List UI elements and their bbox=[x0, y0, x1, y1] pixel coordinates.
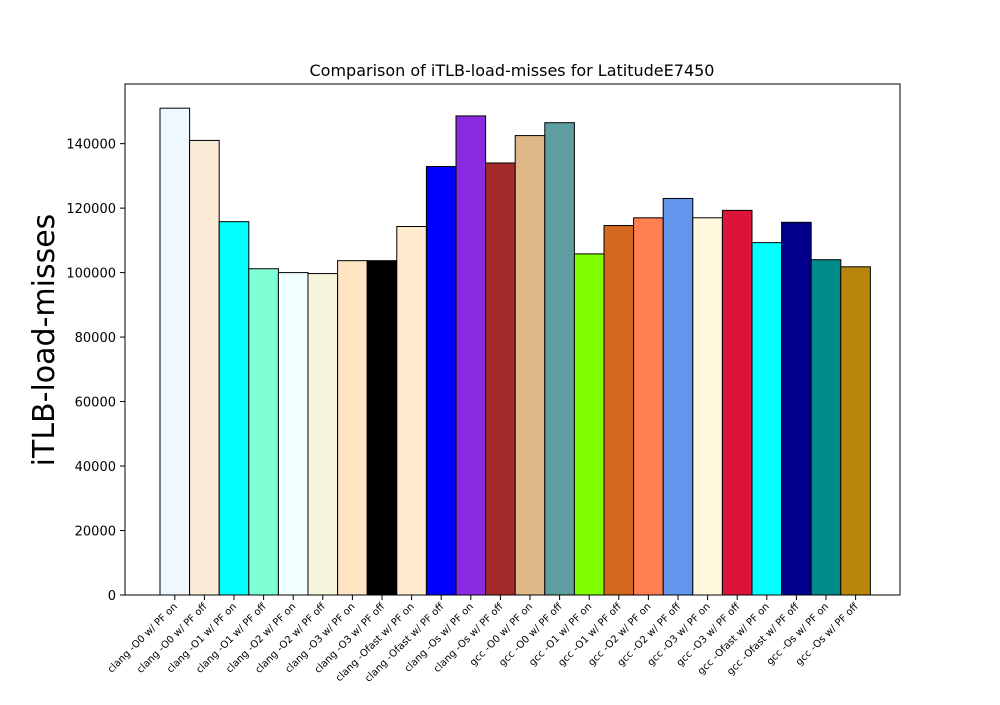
bar-18 bbox=[662, 197, 694, 596]
bar-5 bbox=[277, 272, 309, 596]
bars-group bbox=[159, 107, 871, 596]
bar-19 bbox=[692, 217, 723, 596]
bar-4 bbox=[248, 268, 279, 596]
bar-12 bbox=[485, 162, 516, 596]
bar-23 bbox=[810, 259, 842, 596]
bar-13 bbox=[514, 135, 546, 596]
bar-10 bbox=[425, 166, 457, 596]
y-tick-label: 20000 bbox=[75, 525, 116, 540]
bar-22 bbox=[781, 221, 812, 596]
bar-6 bbox=[307, 273, 339, 596]
bar-2 bbox=[189, 139, 220, 596]
bar-21 bbox=[751, 242, 783, 596]
bar-11 bbox=[455, 115, 487, 596]
y-tick-label: 140000 bbox=[66, 138, 116, 153]
bar-17 bbox=[633, 217, 664, 596]
y-tick-label: 60000 bbox=[75, 396, 116, 411]
bar-8 bbox=[366, 260, 398, 596]
chart-title: Comparison of iTLB-load-misses for Latit… bbox=[310, 61, 715, 80]
bar-9 bbox=[396, 225, 427, 596]
bar-15 bbox=[573, 253, 605, 596]
y-axis: 0 20000 40000 60000 80000 100000 120000 140000 bbox=[66, 138, 125, 604]
y-tick-label: 0 bbox=[108, 589, 116, 604]
bar-24 bbox=[840, 266, 871, 596]
y-tick-label: 80000 bbox=[75, 331, 116, 346]
y-tick-label: 40000 bbox=[75, 460, 116, 475]
bar-20 bbox=[721, 209, 753, 596]
bar-1 bbox=[159, 107, 191, 596]
plot-frame bbox=[124, 83, 901, 596]
y-tick-label: 100000 bbox=[66, 267, 116, 282]
bar-7 bbox=[337, 260, 368, 596]
y-axis-label: iTLB-load-misses bbox=[27, 214, 62, 467]
bar-3 bbox=[218, 221, 250, 596]
y-tick-label: 120000 bbox=[66, 202, 116, 217]
bar-16 bbox=[603, 225, 635, 596]
bar-14 bbox=[544, 122, 575, 596]
